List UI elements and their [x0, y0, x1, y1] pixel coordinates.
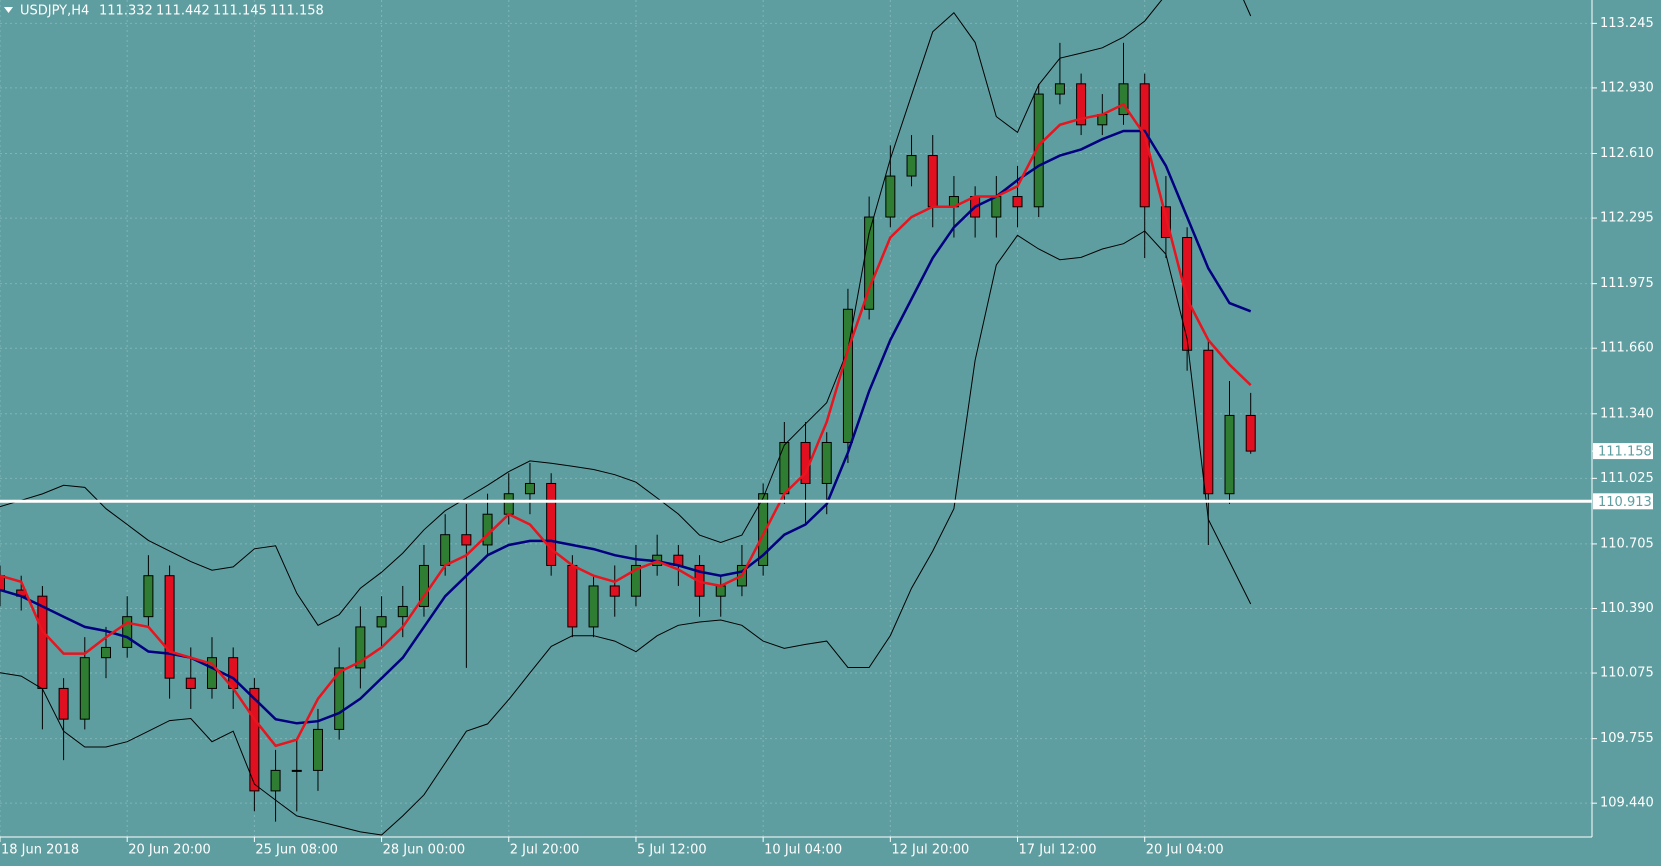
candle-body — [991, 196, 1002, 218]
candle-body — [588, 585, 599, 628]
candle-body — [397, 605, 408, 618]
candle-body — [1139, 83, 1150, 208]
candle-body — [100, 646, 111, 659]
header: USDJPY,H4 111.332 111.442 111.145 111.15… — [4, 4, 324, 19]
candle-body — [1012, 196, 1023, 208]
candle-body — [122, 616, 133, 648]
candle-body — [1245, 414, 1256, 452]
candle-body — [58, 687, 69, 720]
high-value: 111.442 — [156, 4, 210, 19]
price-level-box — [1593, 493, 1653, 510]
last-price-box — [1593, 443, 1653, 460]
x-tick-label: 20 Jun 20:00 — [128, 843, 211, 858]
close-value: 111.158 — [270, 4, 324, 19]
indicator-line — [0, 129, 1252, 725]
candle-body — [418, 564, 429, 607]
y-tick-label: 111.025 — [1600, 471, 1654, 486]
indicator-line — [0, 0, 1252, 626]
candle-body — [1224, 414, 1235, 495]
candle-body — [546, 482, 557, 566]
x-tick-label: 5 Jul 12:00 — [637, 843, 707, 858]
last-price-label: 111.158 — [1598, 445, 1652, 460]
y-tick-label: 111.340 — [1600, 406, 1654, 421]
y-tick-label: 109.440 — [1600, 796, 1654, 811]
x-tick-label: 2 Jul 20:00 — [510, 843, 580, 858]
y-tick-label: 112.930 — [1600, 80, 1654, 95]
indicator-line — [0, 102, 1252, 748]
candle-body — [906, 155, 917, 177]
open-value: 111.332 — [99, 4, 153, 19]
x-tick-label: 28 Jun 00:00 — [383, 843, 466, 858]
x-tick-label: 10 Jul 04:00 — [764, 843, 842, 858]
menu-triangle[interactable] — [4, 7, 13, 13]
candle-body — [185, 677, 196, 689]
candle-body — [482, 513, 493, 546]
candle-body — [143, 575, 154, 618]
price-level-label: 110.913 — [1598, 495, 1652, 510]
indicator-line — [0, 230, 1252, 836]
candle-body — [79, 657, 90, 720]
x-tick-label: 17 Jul 12:00 — [1019, 843, 1097, 858]
candle-body — [503, 493, 514, 515]
x-tick-label: 25 Jun 08:00 — [255, 843, 338, 858]
candle-body — [37, 595, 48, 689]
candle-body — [758, 493, 769, 566]
candle-body — [927, 155, 938, 208]
candle-body — [291, 769, 302, 772]
candle-body — [842, 308, 853, 443]
candle-body — [355, 626, 366, 669]
y-tick-label: 113.245 — [1600, 16, 1654, 31]
candle-body — [885, 175, 896, 218]
candle-body — [1076, 83, 1087, 126]
y-tick-label: 111.975 — [1600, 276, 1654, 291]
candle-body — [334, 667, 345, 730]
x-tick-label: 18 Jun 2018 — [1, 843, 79, 858]
x-tick-label: 12 Jul 20:00 — [891, 843, 969, 858]
y-tick-label: 109.755 — [1600, 731, 1654, 746]
candle-body — [440, 534, 451, 566]
candle-body — [1054, 83, 1065, 95]
candle-body — [864, 216, 875, 310]
candle-body — [609, 585, 620, 597]
candle-body — [312, 728, 323, 771]
x-tick-label: 20 Jul 04:00 — [1146, 843, 1224, 858]
y-tick-label: 110.390 — [1600, 601, 1654, 616]
candle-body — [821, 441, 832, 484]
candle-body — [715, 585, 726, 597]
y-tick-label: 110.705 — [1600, 536, 1654, 551]
candle-body — [1203, 349, 1214, 495]
candle-body — [376, 616, 387, 628]
candle-body — [779, 441, 790, 495]
candle-body — [270, 769, 281, 792]
candle-body — [1033, 93, 1044, 208]
y-tick-label: 112.295 — [1600, 211, 1654, 226]
candle-body — [461, 534, 472, 546]
y-tick-label: 111.660 — [1600, 341, 1654, 356]
low-value: 111.145 — [213, 4, 267, 19]
candle-body — [630, 564, 641, 597]
candle-body — [249, 687, 260, 792]
plot-area — [0, 0, 1256, 836]
symbol: USDJPY,H4 — [20, 4, 89, 19]
y-tick-label: 112.610 — [1600, 146, 1654, 161]
grid — [0, 0, 1592, 837]
candle-body — [1182, 237, 1193, 351]
candle-body — [524, 482, 535, 495]
candle-body — [1118, 83, 1129, 116]
candle-body — [164, 575, 175, 679]
y-tick-label: 110.075 — [1600, 666, 1654, 681]
candle-body — [567, 564, 578, 628]
candle-body — [1160, 206, 1171, 239]
candle-body — [0, 575, 5, 591]
candle-body — [206, 657, 217, 689]
